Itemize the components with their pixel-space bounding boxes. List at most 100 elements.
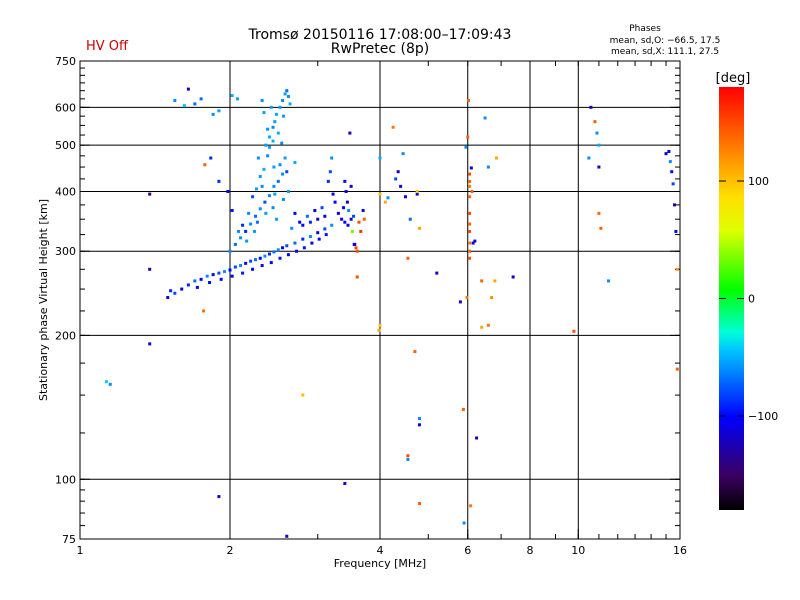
data-point (468, 211, 472, 215)
data-point (267, 194, 271, 198)
data-point (271, 125, 275, 129)
data-point (343, 220, 347, 224)
data-point (572, 329, 576, 333)
data-point (199, 97, 203, 101)
data-point (288, 102, 292, 106)
data-point (475, 436, 479, 440)
data-point (599, 226, 603, 230)
chart-title: Tromsø 20150116 17:08:00–17:09:43 (248, 27, 512, 43)
data-point (607, 279, 611, 283)
data-point (396, 170, 400, 174)
data-point (276, 179, 280, 183)
data-point (195, 285, 199, 289)
data-point (217, 495, 221, 499)
data-point (305, 214, 309, 218)
data-point (595, 131, 599, 135)
data-point (470, 189, 474, 193)
data-point (272, 250, 276, 254)
data-point (275, 217, 279, 221)
data-point (667, 149, 671, 153)
x-axis-ticks: 1 2 4 6 8 10 16 (77, 61, 687, 557)
data-point (331, 192, 335, 196)
data-point (354, 246, 358, 250)
data-point (406, 457, 410, 461)
data-point (468, 241, 472, 245)
data-point (186, 283, 190, 287)
data-point (323, 227, 327, 231)
data-point (228, 268, 232, 272)
data-point (346, 223, 350, 227)
data-point (345, 200, 349, 204)
data-point (272, 184, 276, 188)
data-point (269, 105, 273, 109)
data-point (251, 195, 255, 199)
y-tick-label: 200 (55, 329, 76, 342)
data-point (247, 211, 251, 215)
data-point (278, 105, 282, 109)
x-tick-label: 2 (227, 544, 234, 557)
data-point (273, 120, 277, 124)
data-point (333, 200, 337, 204)
data-point (211, 112, 215, 116)
data-point (399, 184, 403, 188)
data-point (340, 217, 344, 221)
data-point (228, 249, 232, 253)
data-point (347, 209, 351, 213)
data-point (251, 267, 255, 271)
data-point (193, 279, 197, 283)
data-point (262, 111, 266, 115)
data-point (249, 222, 253, 226)
data-point (278, 256, 282, 260)
data-point (286, 253, 290, 257)
data-point (226, 189, 230, 193)
data-point (413, 350, 417, 354)
data-point (266, 127, 270, 131)
data-point (465, 296, 469, 300)
data-point (267, 135, 271, 139)
y-tick-label: 600 (55, 101, 76, 114)
data-point (350, 229, 354, 233)
data-point (236, 229, 240, 233)
data-point (182, 104, 186, 108)
data-point (253, 229, 257, 233)
data-point (308, 220, 312, 224)
data-point (316, 217, 320, 221)
data-point (233, 265, 237, 269)
data-point (469, 504, 473, 508)
data-point (486, 165, 490, 169)
data-point (169, 289, 173, 293)
data-point (378, 192, 382, 196)
data-point (490, 296, 494, 300)
phases-stats-x: mean, sd,X: 111.1, 27.5 (611, 47, 719, 57)
data-point (262, 167, 266, 171)
data-point (352, 242, 356, 246)
data-point (209, 156, 213, 160)
hv-status-label: HV Off (86, 39, 129, 54)
data-point (359, 229, 363, 233)
grid-lines (80, 61, 680, 539)
data-point (403, 195, 407, 199)
y-tick-label: 500 (55, 139, 76, 152)
data-point (276, 248, 280, 252)
data-point (330, 223, 334, 227)
data-point (260, 264, 264, 268)
data-point (391, 125, 395, 129)
data-point (260, 99, 264, 103)
data-point (462, 521, 466, 525)
data-point (417, 417, 421, 421)
data-point (285, 534, 289, 538)
data-point (589, 105, 593, 109)
data-point (108, 382, 112, 386)
data-point (408, 217, 412, 221)
data-point (458, 300, 462, 304)
data-point (673, 203, 677, 207)
data-point (480, 325, 484, 329)
data-point (417, 501, 421, 505)
data-point (285, 244, 289, 248)
data-point (293, 211, 297, 215)
data-point (205, 274, 209, 278)
data-point (361, 209, 365, 213)
y-tick-label: 100 (55, 473, 76, 486)
data-point (406, 454, 410, 458)
